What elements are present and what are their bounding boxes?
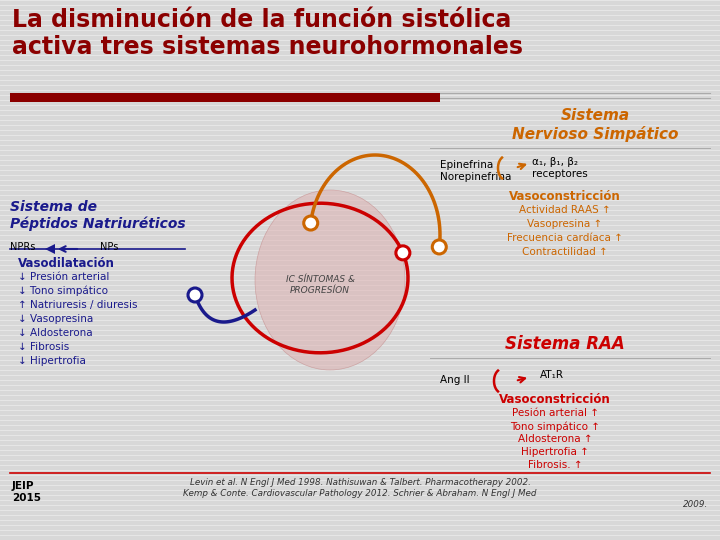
Text: 2009.: 2009. [683,500,708,509]
Text: Ang II: Ang II [440,375,469,385]
Text: Vasoconstricción: Vasoconstricción [499,393,611,406]
Bar [10,93,440,102]
Text: Sistema RAA: Sistema RAA [505,335,625,353]
Polygon shape [45,244,55,254]
Text: NPRs: NPRs [10,242,35,252]
Circle shape [188,288,202,302]
Text: ↓ Hipertrofia: ↓ Hipertrofia [18,356,86,366]
Text: Hipertrofia ↑: Hipertrofia ↑ [521,447,589,457]
Text: Kemp & Conte. Cardiovascular Pathology 2012. Schrier & Abraham. N Engl J Med: Kemp & Conte. Cardiovascular Pathology 2… [184,489,536,498]
Text: ↓ Tono simpático: ↓ Tono simpático [18,286,108,296]
Text: Fibrosis. ↑: Fibrosis. ↑ [528,460,582,470]
Text: NPs: NPs [100,242,118,252]
Text: Levin et al. N Engl J Med 1998. Nathisuwan & Talbert. Pharmacotherapy 2002.: Levin et al. N Engl J Med 1998. Nathisuw… [189,478,531,487]
Text: Sistema
Nervioso Simpático: Sistema Nervioso Simpático [512,108,678,141]
Text: AT₁R: AT₁R [540,370,564,380]
Text: ↑ Natriuresis / diuresis: ↑ Natriuresis / diuresis [18,300,138,310]
Text: Pesión arterial ↑: Pesión arterial ↑ [511,408,598,418]
Text: Frecuencia cardíaca ↑: Frecuencia cardíaca ↑ [507,233,623,243]
Ellipse shape [255,190,405,370]
Text: La disminución de la función sistólica
activa tres sistemas neurohormonales: La disminución de la función sistólica a… [12,8,523,59]
Circle shape [304,216,318,230]
Text: Actividad RAAS ↑: Actividad RAAS ↑ [519,205,611,215]
Circle shape [396,246,410,260]
Text: ↓ Vasopresina: ↓ Vasopresina [18,314,94,324]
Text: ↓ Presión arterial: ↓ Presión arterial [18,272,109,282]
Text: α₁, β₁, β₂
receptores: α₁, β₁, β₂ receptores [532,157,588,179]
Text: Vasodilatación: Vasodilatación [18,257,115,270]
Text: Epinefrina
Norepinefrina: Epinefrina Norepinefrina [440,160,511,181]
Text: Aldosterona ↑: Aldosterona ↑ [518,434,593,444]
Text: ↓ Aldosterona: ↓ Aldosterona [18,328,93,338]
Text: Tono simpático ↑: Tono simpático ↑ [510,421,600,431]
Circle shape [432,240,446,254]
Text: Vasoconstricción: Vasoconstricción [509,190,621,203]
Text: ↓ Fibrosis: ↓ Fibrosis [18,342,69,352]
Text: Contractilidad ↑: Contractilidad ↑ [522,247,608,257]
Text: IC SÍNTOMAS &
PROGRESÍON: IC SÍNTOMAS & PROGRESÍON [286,275,354,295]
Text: Vasopresina ↑: Vasopresina ↑ [527,219,603,229]
Text: Sistema de
Péptidos Natriuréticos: Sistema de Péptidos Natriuréticos [10,200,186,231]
Text: JEIP
2015: JEIP 2015 [12,481,41,503]
